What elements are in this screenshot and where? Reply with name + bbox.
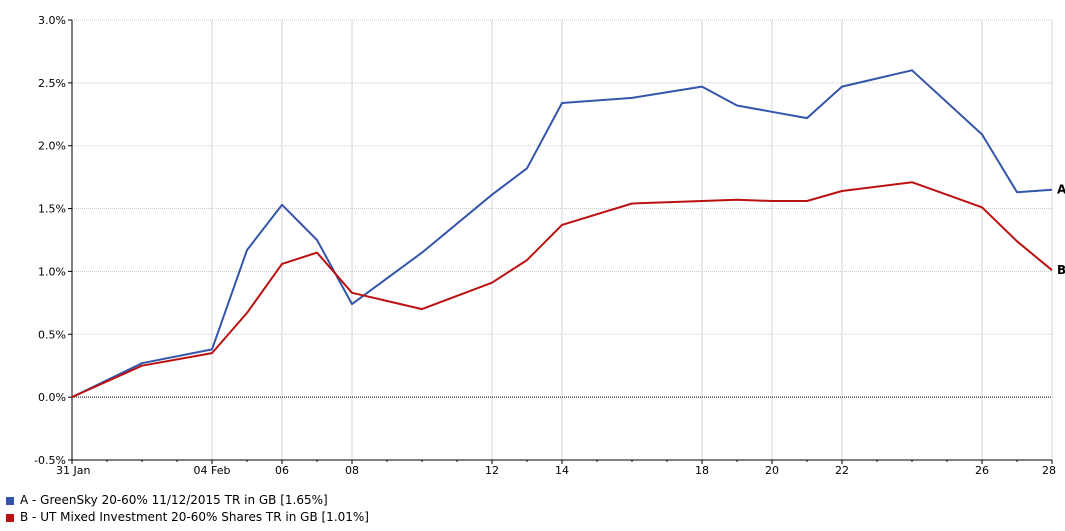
series-end-labels: AB [1057,183,1065,277]
x-tick-label: 31 Jan [56,464,90,477]
y-tick-label: 1.0% [38,265,66,278]
series-end-label-a: A [1057,183,1065,197]
series-line-a [71,69,1053,399]
y-tick-label: 0.0% [38,391,66,404]
y-tick-label: 3.0% [38,14,66,27]
legend-item-a: A - GreenSky 20-60% 11/12/2015 TR in GB … [6,492,369,509]
legend-label-a: A - GreenSky 20-60% 11/12/2015 TR in GB … [20,493,328,507]
x-tick-labels: 31 Jan 04 Feb 06 08 12 14 18 20 22 26 28 [56,464,1056,477]
legend-swatch-a [6,496,14,505]
axes [68,19,1053,464]
y-tick-label: 1.5% [38,203,66,216]
x-tick-label: 04 Feb [194,464,231,477]
x-tick-label: 14 [555,464,569,477]
x-tick-label: 22 [835,464,849,477]
x-tick-label: 06 [275,464,289,477]
legend: A - GreenSky 20-60% 11/12/2015 TR in GB … [6,492,369,526]
legend-label-b: B - UT Mixed Investment 20-60% Shares TR… [20,510,369,524]
line-chart: -0.5% 0.0% 0.5% 1.0% 1.5% 2.0% 2.5% 3.0% 31 Jan… [34,14,1065,477]
x-tick-label: 20 [765,464,779,477]
x-tick-label: 18 [695,464,709,477]
y-tick-label: 0.5% [38,328,66,341]
y-tick-label: 2.0% [38,140,66,153]
y-tick-label: 2.5% [38,77,66,90]
legend-item-b: B - UT Mixed Investment 20-60% Shares TR… [6,509,369,526]
x-tick-label: 08 [345,464,359,477]
y-tick-label: -0.5% [34,454,66,467]
series-line-b [71,181,1053,399]
y-tick-labels: -0.5% 0.0% 0.5% 1.0% 1.5% 2.0% 2.5% 3.0% [34,14,66,467]
series-end-label-b: B [1057,263,1065,277]
x-tick-label: 28 [1042,464,1056,477]
series-lines [71,69,1053,399]
x-tick-label: 26 [975,464,989,477]
x-tick-label: 12 [485,464,499,477]
legend-swatch-b [6,513,14,522]
grid-lines [72,19,1053,461]
